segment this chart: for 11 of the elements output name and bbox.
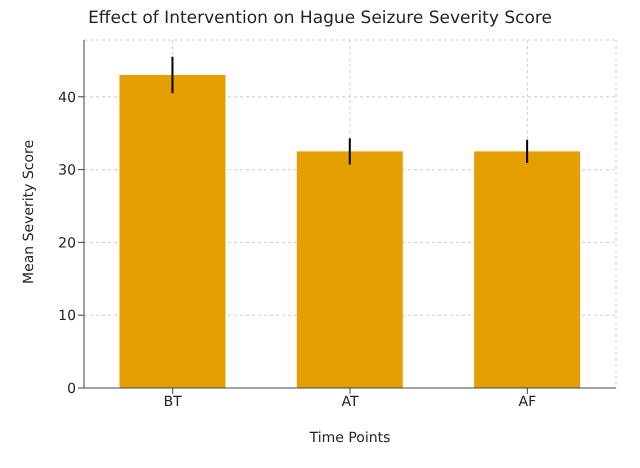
- y-tick-label: 40: [58, 90, 76, 106]
- chart-title: Effect of Intervention on Hague Seizure Severity Score: [87, 8, 553, 28]
- y-tick-label: 20: [58, 235, 76, 252]
- y-axis-title: Mean Severity Score: [20, 140, 37, 284]
- x-axis-title: Time Points: [308, 430, 390, 446]
- y-tick-label: 30: [58, 162, 76, 179]
- x-tick-label: AF: [518, 394, 536, 410]
- y-tick-label: 10: [58, 308, 76, 324]
- y-tick-label: 0: [67, 380, 76, 397]
- x-tick-label: AT: [341, 394, 359, 410]
- x-tick-label: BT: [164, 394, 182, 410]
